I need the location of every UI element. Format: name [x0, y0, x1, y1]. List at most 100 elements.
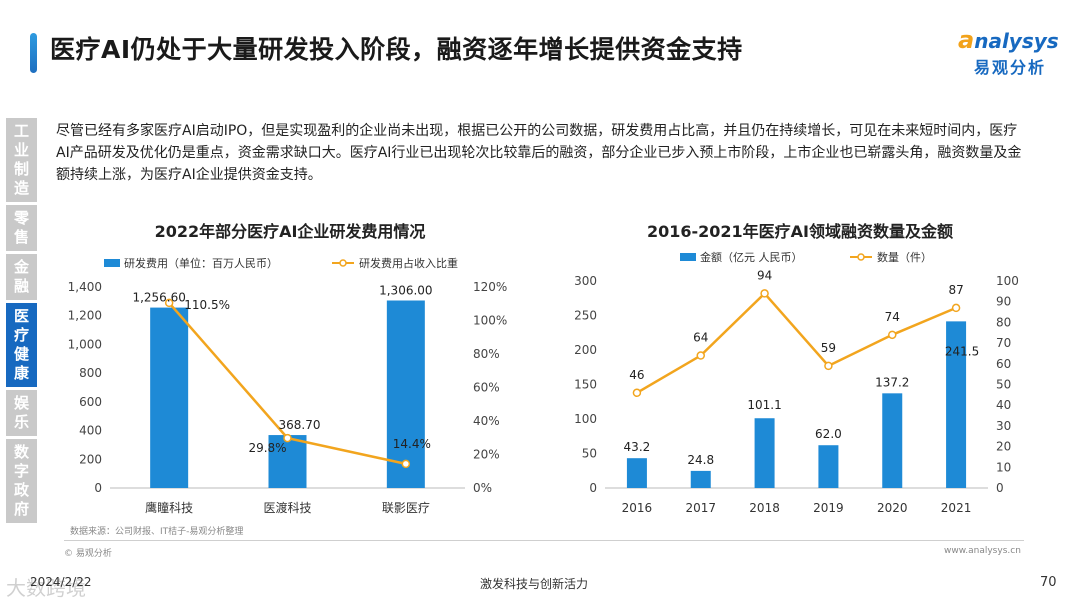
chart2-bar-label: 101.1	[747, 398, 781, 412]
chart2-ytick-right: 40	[996, 398, 1011, 412]
chart1-ytick-right: 0%	[473, 481, 492, 495]
chart1-legend-bar-label: 研发费用（单位：百万人民币）	[124, 256, 278, 270]
page-number: 70	[1040, 575, 1057, 590]
chart2-line-point	[888, 330, 897, 340]
title-accent-bar	[30, 33, 37, 73]
chart2-ytick-right: 0	[996, 481, 1004, 495]
chart2-ytick-left: 250	[574, 309, 597, 323]
chart1-title: 2022年部分医疗AI企业研发费用情况	[154, 222, 426, 241]
intro-paragraph: 尽管已经有多家医疗AI启动IPO，但是实现盈利的企业尚未出现，根据已公开的公司数…	[56, 123, 1022, 183]
chart1-bar-label: 1,306.00	[379, 283, 432, 297]
chart1-ytick-left: 1,400	[68, 280, 102, 294]
chart2-ytick-left: 50	[582, 447, 597, 461]
chart2-ytick-left: 300	[574, 274, 597, 288]
chart2-line-label: 74	[885, 310, 900, 324]
chart1-ytick-right: 60%	[473, 381, 500, 395]
chart2-ytick-right: 20	[996, 440, 1011, 454]
sidebar-item-2[interactable]: 金融	[6, 254, 37, 300]
chart2-legend-bar-label: 金额（亿元 人民币）	[700, 250, 803, 264]
chart2-ytick-right: 30	[996, 419, 1011, 433]
chart2-line-label: 94	[757, 268, 772, 282]
chart1-ytick-left: 1,000	[68, 337, 102, 351]
chart2-ytick-left: 150	[574, 378, 597, 392]
chart2-bar	[818, 445, 839, 488]
chart2-bar-label: 24.8	[687, 453, 714, 467]
chart2-ytick-right: 100	[996, 274, 1019, 288]
chart2-legend-line-label: 数量（件）	[877, 251, 932, 264]
sidebar-item-5[interactable]: 数字政府	[6, 439, 37, 523]
chart2-xtick: 2016	[622, 501, 653, 515]
chart2-xtick: 2020	[877, 501, 908, 515]
chart1-bar	[386, 300, 425, 488]
chart1-ytick-left: 400	[79, 424, 102, 438]
chart1-ytick-left: 200	[79, 452, 102, 466]
chart2-xtick: 2017	[685, 501, 716, 515]
chart2-legend-bar-swatch	[680, 253, 696, 261]
footer-divider	[64, 540, 1024, 541]
chart2-bar-label: 62.0	[815, 427, 842, 441]
chart1-line-label: 29.8%	[248, 441, 286, 455]
footer-slogan: 激发科技与创新活力	[480, 577, 589, 591]
chart2-line-point	[951, 303, 961, 313]
chart2-line-label: 64	[693, 331, 708, 345]
chart2-ytick-right: 90	[996, 295, 1011, 309]
sidebar-item-3[interactable]: 医疗健康	[6, 303, 37, 387]
chart1-ytick-right: 80%	[473, 347, 500, 361]
website-url[interactable]: www.analysys.cn	[944, 546, 1021, 556]
chart2-line-point	[760, 289, 769, 298]
chart2-xtick: 2019	[813, 501, 844, 515]
chart1-xtick: 鹰瞳科技	[145, 500, 193, 515]
chart1-line-point	[164, 298, 174, 308]
chart2-title: 2016-2021年医疗AI领域融资数量及金额	[646, 222, 954, 241]
chart1-legend-bar-swatch	[104, 259, 120, 267]
chart1-line-label: 110.5%	[184, 298, 230, 312]
chart1-line-point	[401, 459, 411, 469]
chart2-bar	[690, 470, 711, 488]
chart2-line-point	[632, 388, 642, 398]
chart2-bar	[946, 321, 967, 488]
chart2-xtick: 2021	[941, 501, 972, 515]
chart1-ytick-left: 0	[94, 481, 102, 495]
chart2-ytick-right: 60	[996, 357, 1011, 371]
page-title: 医疗AI仍处于大量研发投入阶段，融资逐年增长提供资金支持	[50, 35, 743, 64]
data-source-note: 数据来源：公司财报、IT桔子-易观分析整理	[70, 527, 244, 537]
sidebar-item-0[interactable]: 工业制造	[6, 118, 37, 202]
chart1-line-label: 14.4%	[393, 437, 431, 451]
analysys-logo: analysys 易观分析	[956, 24, 1066, 80]
chart2-line-label: 46	[629, 368, 644, 382]
sidebar-nav: 工业制造零售金融医疗健康娱乐数字政府	[6, 118, 37, 526]
chart2-bar-label: 241.5	[945, 344, 979, 358]
chart1-xtick: 医渡科技	[263, 500, 311, 515]
chart2-bar-label: 137.2	[875, 375, 909, 389]
chart1-ytick-right: 100%	[473, 314, 507, 328]
chart1-line-point	[283, 433, 292, 443]
chart2-ytick-left: 0	[589, 481, 597, 495]
chart1-xtick: 联影医疗	[382, 501, 430, 515]
logo-chinese-name: 易观分析	[974, 58, 1047, 77]
logo-wordmark-initial: a	[958, 26, 975, 54]
chart1-bar	[150, 307, 189, 488]
chart1-ytick-right: 40%	[473, 414, 500, 428]
chart2-line-label: 87	[948, 283, 963, 297]
chart2-line-label: 59	[821, 341, 836, 355]
chart2-line	[636, 291, 957, 394]
watermark: 大数跨境	[6, 576, 86, 600]
sidebar-item-1[interactable]: 零售	[6, 205, 37, 251]
chart1-ytick-left: 800	[79, 366, 102, 380]
sidebar-item-4[interactable]: 娱乐	[6, 390, 37, 436]
chart1-ytick-right: 120%	[473, 280, 507, 294]
chart2-legend-line-marker	[857, 253, 865, 261]
chart2-bar-label: 43.2	[624, 440, 651, 454]
chart2-ytick-left: 100	[574, 412, 597, 426]
chart1-ytick-left: 600	[79, 395, 102, 409]
chart2-bar	[626, 458, 647, 488]
chart2-ytick-right: 80	[996, 315, 1011, 329]
chart1-bar-label: 1,256.60	[132, 291, 185, 305]
chart2-ytick-left: 200	[574, 343, 597, 357]
logo-wordmark: analysys	[958, 26, 1059, 54]
chart1-bar	[268, 435, 307, 488]
chart1-ytick-left: 1,200	[68, 309, 102, 323]
chart1-ytick-right: 20%	[473, 448, 500, 462]
